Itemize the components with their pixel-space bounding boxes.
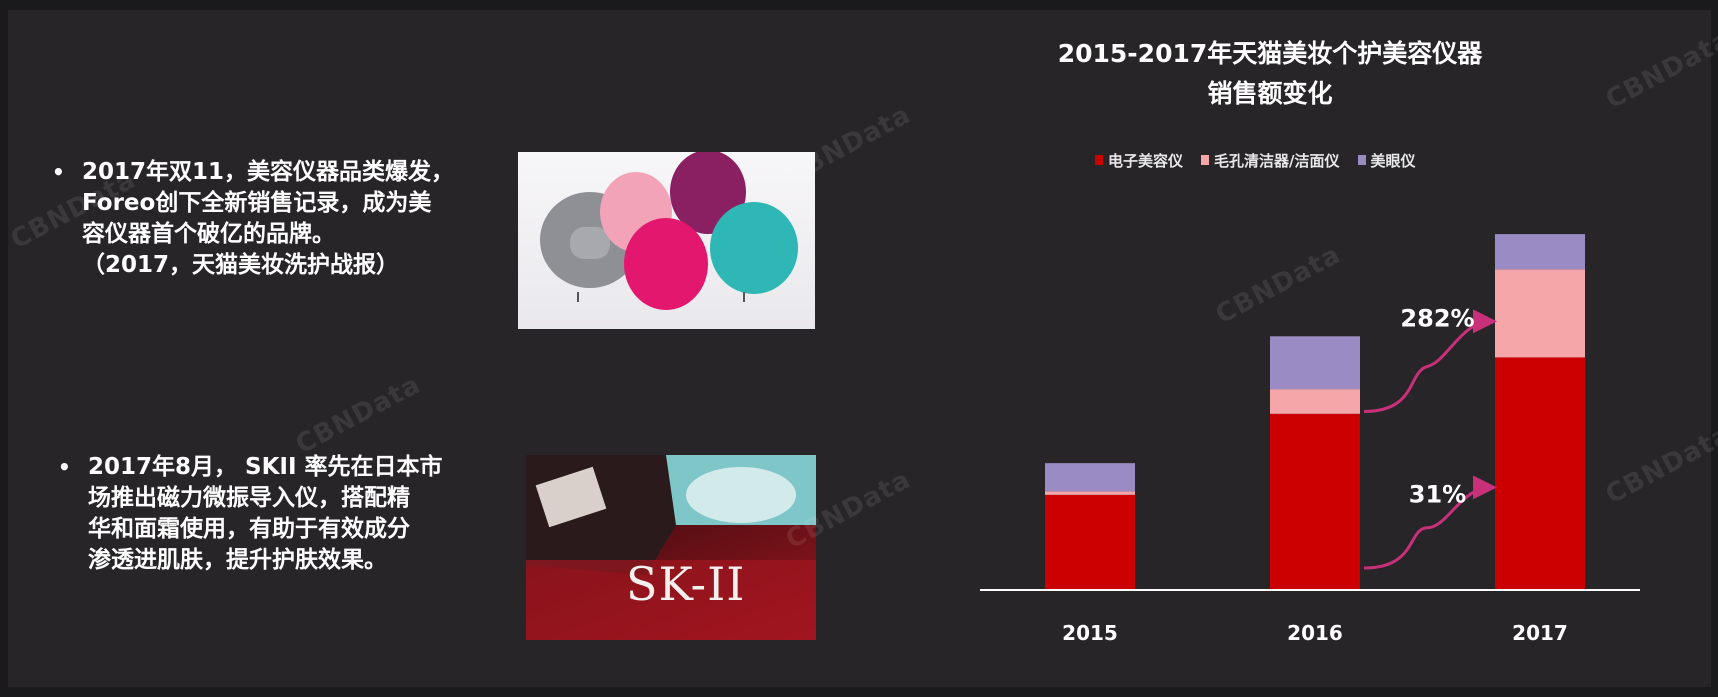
- bullet-line: 容仪器首个破亿的品牌。: [82, 221, 335, 247]
- legend-label: 电子美容仪: [1108, 151, 1184, 170]
- legend-item: 毛孔清洁器/洁面仪: [1201, 150, 1340, 171]
- bar-segment-2015-1: [1045, 491, 1135, 495]
- bullet-line: 2017年双11，美容仪器品类爆发，: [82, 159, 455, 185]
- bullet-marker: •: [52, 160, 65, 184]
- skii-logo: SK-II: [626, 557, 746, 611]
- foreo-product-photo: [518, 152, 815, 329]
- bullet-marker: •: [58, 455, 71, 479]
- legend-item: 电子美容仪: [1095, 150, 1183, 171]
- legend-item: 美眼仪: [1357, 150, 1416, 171]
- legend-swatch: [1095, 155, 1103, 165]
- growth-arrow: [1363, 309, 1497, 413]
- bullet-line: 2017年8月， SKII 率先在日本市: [88, 454, 443, 480]
- x-tick-label: 2015: [1062, 621, 1118, 645]
- bullet-line: 渗透进肌肤，提升护肤效果。: [88, 547, 387, 573]
- legend-label: 毛孔清洁器/洁面仪: [1214, 151, 1340, 170]
- bar-segment-2016-2: [1270, 336, 1360, 390]
- bar-segment-2017-2: [1495, 234, 1585, 270]
- legend-swatch: [1201, 155, 1210, 165]
- chart-legend: 电子美容仪 毛孔清洁器/洁面仪 美眼仪: [1095, 148, 1416, 172]
- bar-segment-2017-1: [1495, 269, 1585, 358]
- bar-segment-2016-0: [1270, 413, 1360, 590]
- bar-segment-2016-1: [1270, 389, 1360, 414]
- x-tick-label: 2016: [1287, 621, 1343, 645]
- bar-segment-2015-2: [1045, 463, 1135, 492]
- x-tick-label: 2017: [1512, 621, 1568, 645]
- bar-segment-2017-0: [1495, 357, 1585, 590]
- legend-label: 美眼仪: [1370, 151, 1416, 170]
- bullet-skii: • 2017年8月， SKII 率先在日本市 场推出磁力微振导入仪，搭配精 华和…: [58, 452, 443, 576]
- growth-label: 31%: [1409, 481, 1466, 509]
- stacked-bar-chart: 2015 2016 2017 282% 31%: [980, 234, 1640, 645]
- bullet-line: （2017，天猫美妆洗护战报）: [82, 252, 400, 278]
- skii-box-illustration: [526, 455, 816, 640]
- legend-swatch: [1357, 155, 1366, 165]
- growth-arrow: [1363, 475, 1497, 570]
- slide-background: [8, 10, 1711, 687]
- chart-title: 2015-2017年天猫美妆个护美容仪器 销售额变化: [1000, 34, 1540, 114]
- bullet-line: Foreo创下全新销售记录，成为美: [82, 190, 432, 216]
- chart-title-line-1: 2015-2017年天猫美妆个护美容仪器: [1057, 39, 1483, 68]
- bar-segment-2015-0: [1045, 494, 1135, 590]
- chart-title-line-2: 销售额变化: [1207, 79, 1333, 108]
- skii-product-photo: SK-II: [526, 455, 816, 640]
- bullet-line: 场推出磁力微振导入仪，搭配精: [88, 485, 410, 511]
- bullet-line: 华和面霜使用，有助于有效成分: [88, 516, 410, 542]
- bullet-foreo: • 2017年双11，美容仪器品类爆发， Foreo创下全新销售记录，成为美 容…: [52, 157, 455, 281]
- growth-label: 282%: [1400, 304, 1474, 332]
- foreo-devices-illustration: [540, 152, 798, 310]
